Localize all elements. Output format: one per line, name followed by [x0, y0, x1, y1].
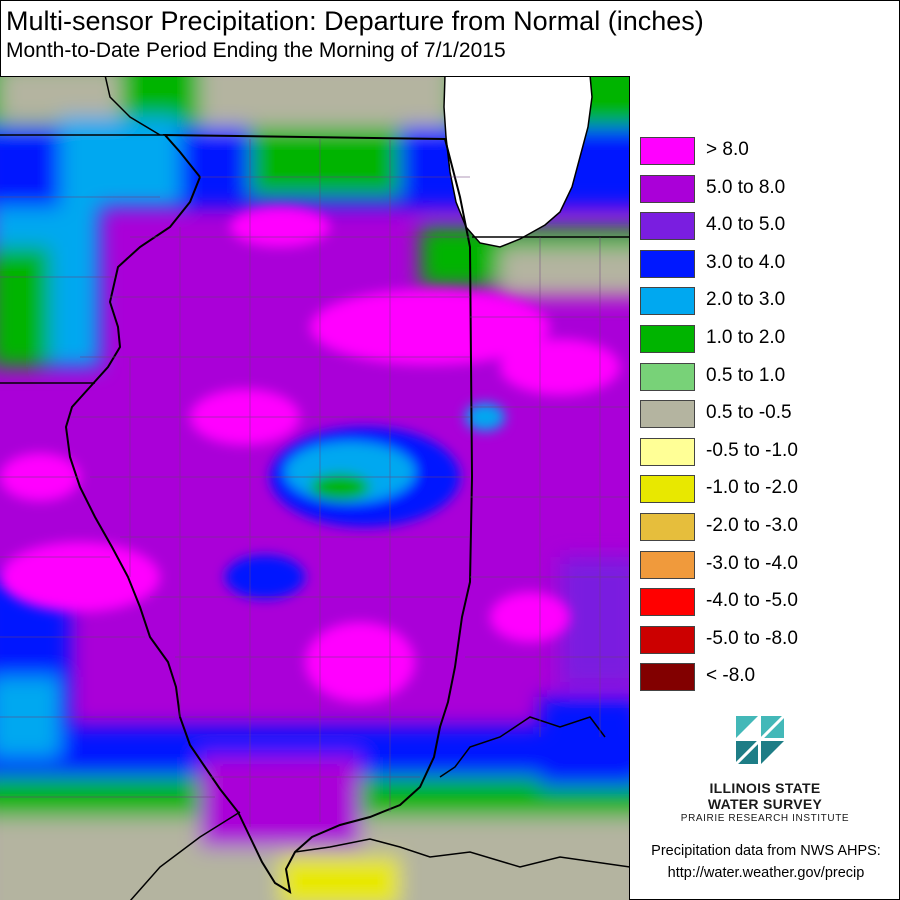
- lake-michigan: [443, 77, 593, 248]
- legend-label: -1.0 to -2.0: [706, 477, 798, 499]
- legend-label: 2.0 to 3.0: [706, 289, 786, 311]
- data-credit: Precipitation data from NWS AHPS:: [651, 843, 881, 859]
- magenta-hotspots: [0, 207, 620, 702]
- legend-swatch: [640, 663, 695, 692]
- legend-label: -4.0 to -5.0: [706, 590, 798, 612]
- legend-swatch: [640, 287, 695, 316]
- legend-swatch: [640, 625, 695, 654]
- illinois-border: [64, 133, 474, 894]
- legend-label: 4.0 to 5.0: [706, 214, 786, 236]
- legend-label: 0.5 to -0.5: [706, 402, 792, 424]
- county-lines: [0, 139, 629, 827]
- state-lines: [0, 77, 629, 900]
- data-source-url[interactable]: http://water.weather.gov/precip: [667, 865, 865, 881]
- south-bands: [0, 557, 629, 900]
- legend-swatch: [640, 437, 695, 466]
- legend-label: -2.0 to -3.0: [706, 514, 798, 536]
- legend-label: 0.5 to 1.0: [706, 364, 786, 386]
- legend-label: 5.0 to 8.0: [706, 176, 786, 198]
- legend-swatch: [640, 400, 695, 429]
- legend-label: > 8.0: [706, 139, 749, 160]
- legend-swatch: [640, 475, 695, 504]
- map-svg: [0, 77, 629, 900]
- legend-swatch: [640, 249, 695, 278]
- legend-label: < -8.0: [706, 665, 756, 687]
- legend-label: 1.0 to 2.0: [706, 326, 786, 348]
- logo-text-line3: PRAIRIE RESEARCH INSTITUTE: [680, 813, 850, 824]
- map-subtitle: Month-to-Date Period Ending the Morning …: [6, 39, 506, 62]
- legend-swatch: [640, 512, 695, 541]
- legend-label: 3.0 to 4.0: [706, 251, 786, 273]
- map-title: Multi-sensor Precipitation: Departure fr…: [6, 6, 704, 36]
- isws-logo-mark: [734, 714, 786, 766]
- legend-label: -3.0 to -4.0: [706, 552, 798, 574]
- legend-swatch: [640, 212, 695, 241]
- legend-swatch: [640, 137, 695, 165]
- legend-swatch: [640, 362, 695, 391]
- legend-swatch: [640, 550, 695, 579]
- logo-text-line1: ILLINOIS STATE: [709, 780, 821, 796]
- legend-label: -0.5 to -1.0: [706, 439, 798, 461]
- header: Multi-sensor Precipitation: Departure fr…: [6, 4, 704, 64]
- legend-swatch: [640, 174, 695, 203]
- logo-text-line2: WATER SURVEY: [707, 796, 823, 812]
- legend-swatch: [640, 324, 695, 353]
- legend-label: -5.0 to -8.0: [706, 627, 798, 649]
- legend-swatch: [640, 588, 695, 617]
- precipitation-map: [0, 76, 630, 900]
